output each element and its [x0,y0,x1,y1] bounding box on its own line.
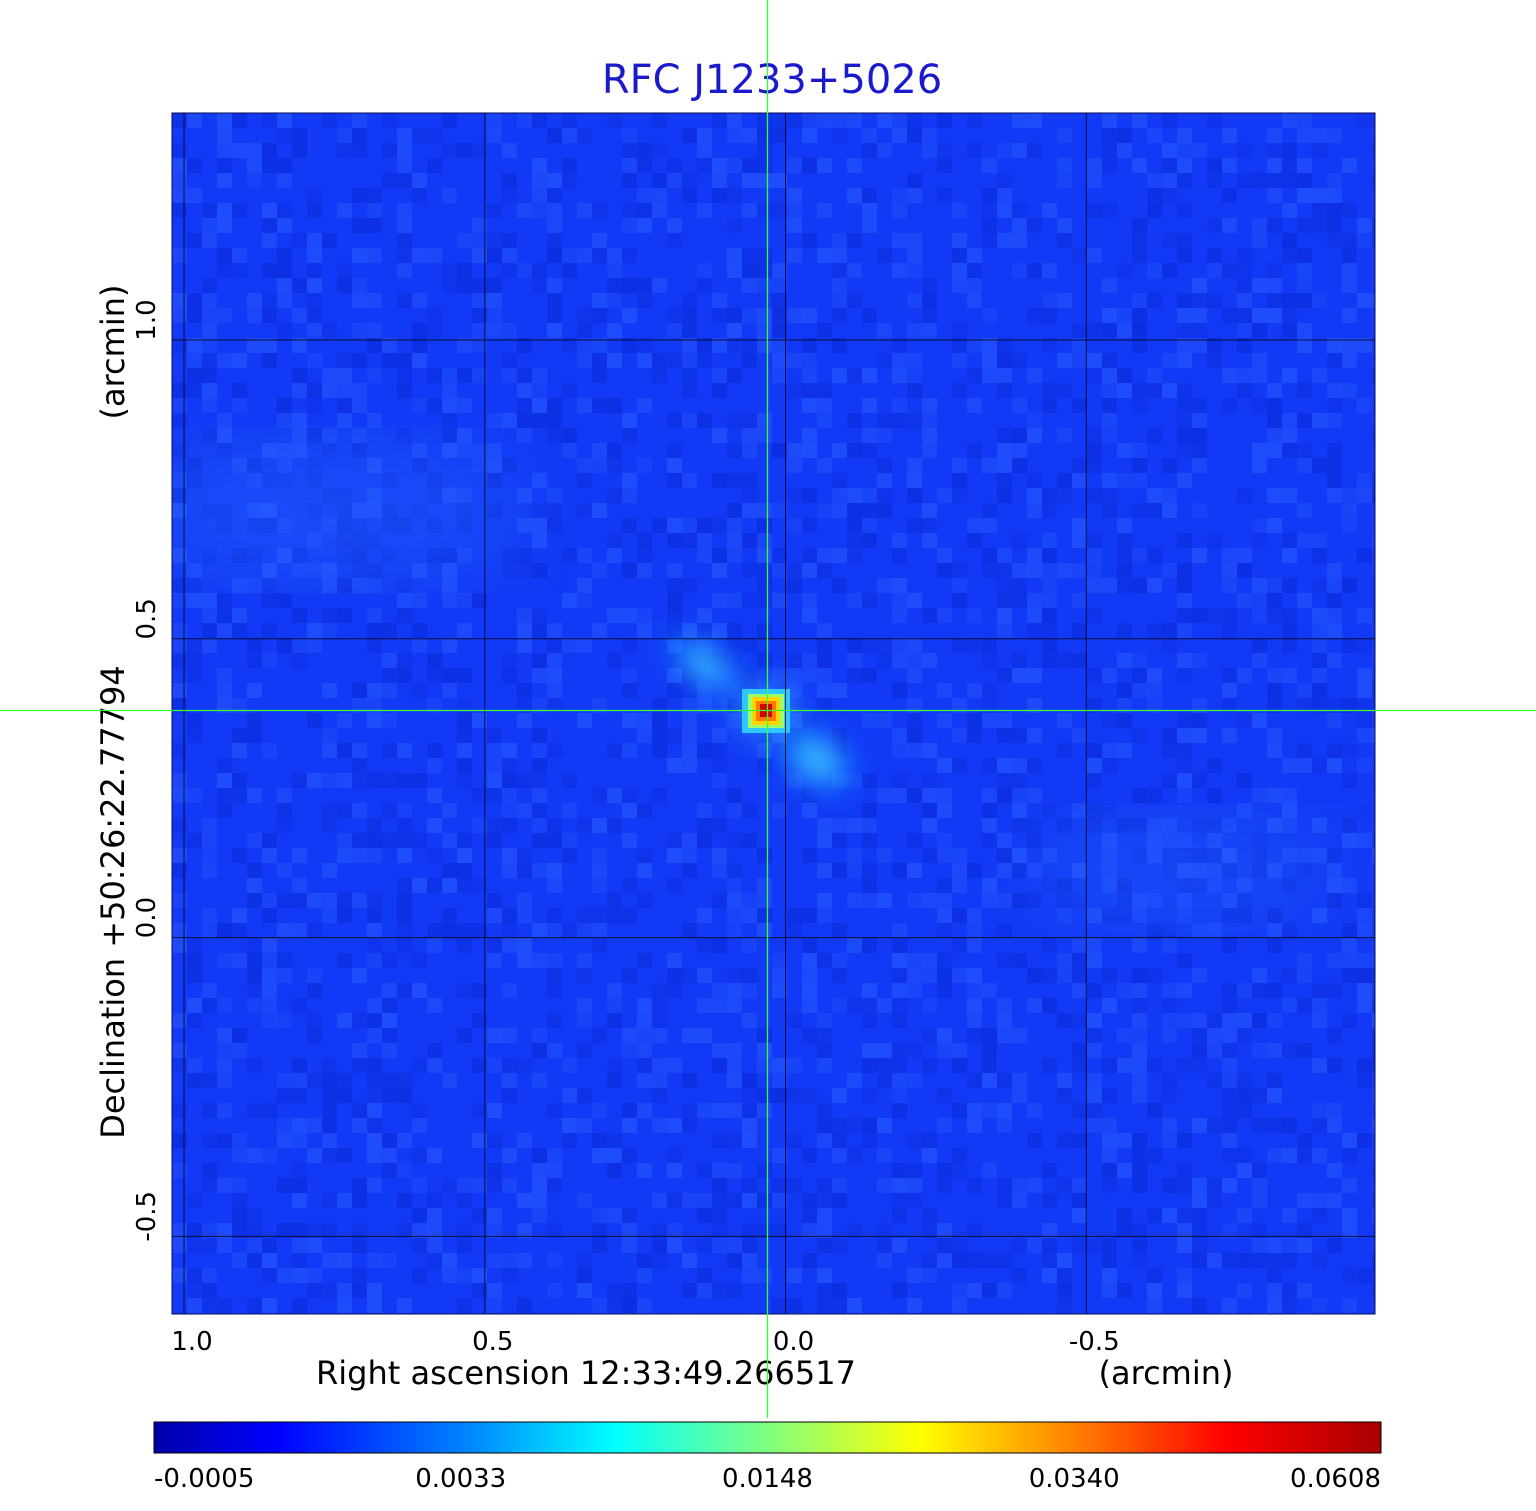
y-tick-label: 1.0 [132,299,162,340]
x-axis-unit: (arcmin) [1099,1354,1234,1392]
colorbar-labels: -0.0005 0.0033 0.0148 0.0340 0.0608 [154,1464,1381,1494]
y-axis-label: Declination +50:26:22.77794 [94,665,132,1139]
colorbar-label: 0.0148 [722,1464,813,1494]
x-tick-labels: 1.0 0.5 0.0 -0.5 [171,1327,1119,1357]
colorbar-label: 0.0033 [415,1464,506,1494]
y-tick-label: 0.5 [132,598,162,639]
crosshair [0,0,1536,1418]
colorbar-label: 0.0340 [1029,1464,1120,1494]
y-tick-label: -0.5 [132,1191,162,1242]
colorbar [153,1421,1382,1454]
x-tick-label: 1.0 [171,1327,212,1357]
y-tick-labels: 1.0 0.5 0.0 -0.5 [132,299,162,1241]
figure-title: RFC J1233+5026 [602,57,942,103]
x-tick-label: 0.5 [472,1327,513,1357]
colorbar-label: 0.0608 [1290,1464,1381,1494]
y-tick-label: 0.0 [132,897,162,938]
plot-frame [171,112,1376,1315]
x-axis-label: Right ascension 12:33:49.266517 [316,1354,856,1392]
coordinate-grid [172,113,1375,1314]
colorbar-label: -0.0005 [154,1464,254,1494]
intensity-image [172,113,1375,1314]
x-tick-label: 0.0 [773,1327,814,1357]
x-tick-label: -0.5 [1069,1327,1120,1357]
y-axis-unit: (arcmin) [94,285,132,420]
